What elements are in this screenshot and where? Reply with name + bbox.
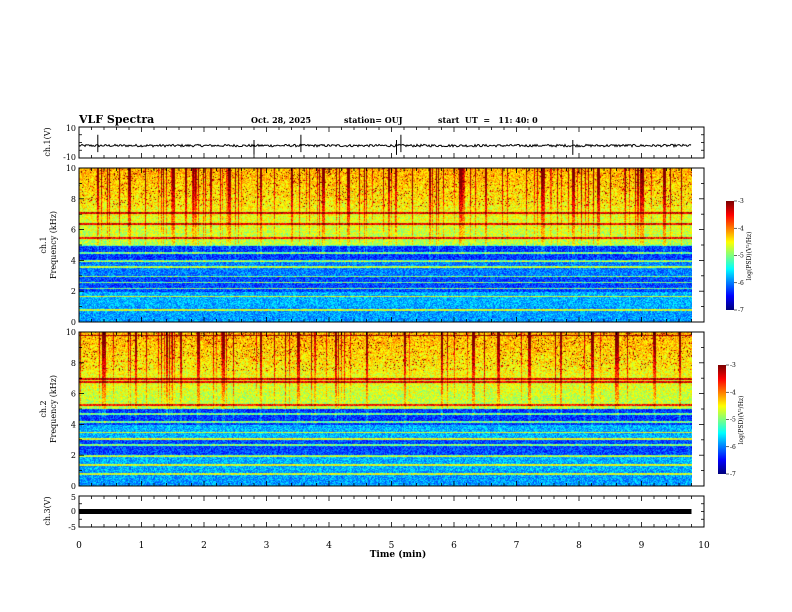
ch3-waveform-panel: 5 0 -5 ch.3(V) [43, 493, 705, 532]
ch1-waveform-ylabel: ch.1(V) [43, 127, 52, 156]
ch2-spectrogram-ylabel-frequency: Frequency (kHz) [49, 375, 58, 443]
ch2-frequency-tick-labels: 0 2 4 6 8 10 [66, 328, 76, 491]
figure-title: VLF Spectra [78, 113, 154, 126]
ch1-ytick-bottom: -10 [63, 153, 76, 162]
ch1-colorbar-tick-label: -7 [738, 307, 744, 314]
ch3-ytick-top: 5 [71, 493, 76, 502]
ch1-waveform-ticks [78, 126, 705, 159]
ch2-colorbar-tick-label: -3 [730, 362, 736, 369]
ch1-colorbar-tick-label: -3 [738, 198, 744, 205]
time-axis-tick-label: 4 [326, 541, 332, 551]
ch2-colorbar-tick-label: -5 [730, 417, 736, 424]
ch2-spectrogram-ytick-label: 8 [71, 359, 76, 368]
time-axis-tick-label: 7 [514, 541, 520, 551]
ch2-spectrogram-ytick-label: 10 [66, 328, 76, 337]
figure-date: Oct. 28, 2025 [251, 115, 311, 125]
ch2-spectrogram-ytick-label: 6 [71, 390, 76, 399]
ch1-frequency-tick-labels: 0 2 4 6 8 10 [66, 164, 76, 327]
time-axis-tick-labels: 0 1 2 3 4 5 6 7 8 9 10 [76, 541, 710, 551]
time-axis-tick-label: 8 [576, 541, 582, 551]
ch2-colorbar [718, 365, 726, 474]
ch2-spectrogram-ytick-label: 0 [71, 482, 76, 491]
ch2-spectrogram-ylabel-channel: ch.2 [39, 400, 48, 417]
time-axis-tick-label: 10 [698, 541, 710, 551]
time-axis-tick-label: 2 [201, 541, 207, 551]
ch2-spectrogram-ytick-label: 2 [71, 451, 76, 460]
ch3-ytick-bottom: -5 [68, 523, 76, 532]
ch3-waveform-ylabel: ch.3(V) [43, 496, 52, 525]
time-axis-label: Time (min) [370, 549, 427, 560]
ch1-colorbar-tick-label: -6 [738, 280, 744, 287]
time-axis-tick-label: 6 [451, 541, 457, 551]
ch1-spectrogram-ylabel-frequency: Frequency (kHz) [49, 211, 58, 279]
ch1-colorbar-tick-labels: -3 -4 -5 -6 -7 [734, 198, 744, 314]
ch1-spectrogram-ytick-label: 6 [71, 226, 76, 235]
ch1-spectrogram-ytick-label: 10 [66, 164, 76, 173]
ch3-ytick-middle: 0 [71, 507, 76, 516]
ch2-colorbar-tick-label: -7 [730, 471, 736, 478]
ch1-spectrogram-image [79, 168, 692, 322]
ch2-spectrogram-image [79, 332, 692, 486]
ch1-colorbar [726, 201, 734, 310]
ch1-waveform-trace [78, 134, 692, 155]
ch1-spectrogram-ytick-label: 0 [71, 318, 76, 327]
ch1-spectrogram-ytick-label: 8 [71, 195, 76, 204]
ch1-colorbar-label: log(PSD)(V²/Hz) [746, 232, 753, 281]
ch2-colorbar-tick-label: -6 [730, 444, 736, 451]
ch1-spectrogram-ylabel-channel: ch.1 [39, 236, 48, 253]
ch1-spectrogram-ticks [78, 167, 705, 323]
ch1-colorbar-tick-label: -4 [738, 225, 744, 232]
ch1-colorbar-tick-label: -5 [738, 253, 744, 260]
ch2-spectrogram-ticks [78, 331, 705, 487]
ch2-colorbar-tick-label: -4 [730, 389, 736, 396]
ch1-waveform-panel: 10 -10 ch.1(V) [43, 124, 705, 162]
time-axis-tick-label: 0 [76, 541, 82, 551]
ch1-ytick-top: 10 [66, 124, 76, 133]
time-axis-tick-label: 9 [639, 541, 645, 551]
ch1-spectrogram-ytick-label: 4 [71, 256, 76, 265]
time-axis-tick-label: 1 [139, 541, 145, 551]
ch3-waveform-trace [79, 509, 692, 514]
ch2-spectrogram-ytick-label: 4 [71, 420, 76, 429]
ch2-colorbar-tick-labels: -3 -4 -5 -6 -7 [726, 362, 736, 478]
time-axis-tick-label: 3 [264, 541, 270, 551]
ch1-spectrogram-ytick-label: 2 [71, 287, 76, 296]
time-axis-tick-label: 5 [389, 541, 395, 551]
figure-start-time: start UT = 11: 40: 0 [438, 115, 538, 125]
ch2-colorbar-label: log(PSD)(V²/Hz) [738, 396, 745, 445]
figure-station: station= OUJ [344, 115, 403, 125]
ch3-waveform-ticks [78, 495, 705, 528]
